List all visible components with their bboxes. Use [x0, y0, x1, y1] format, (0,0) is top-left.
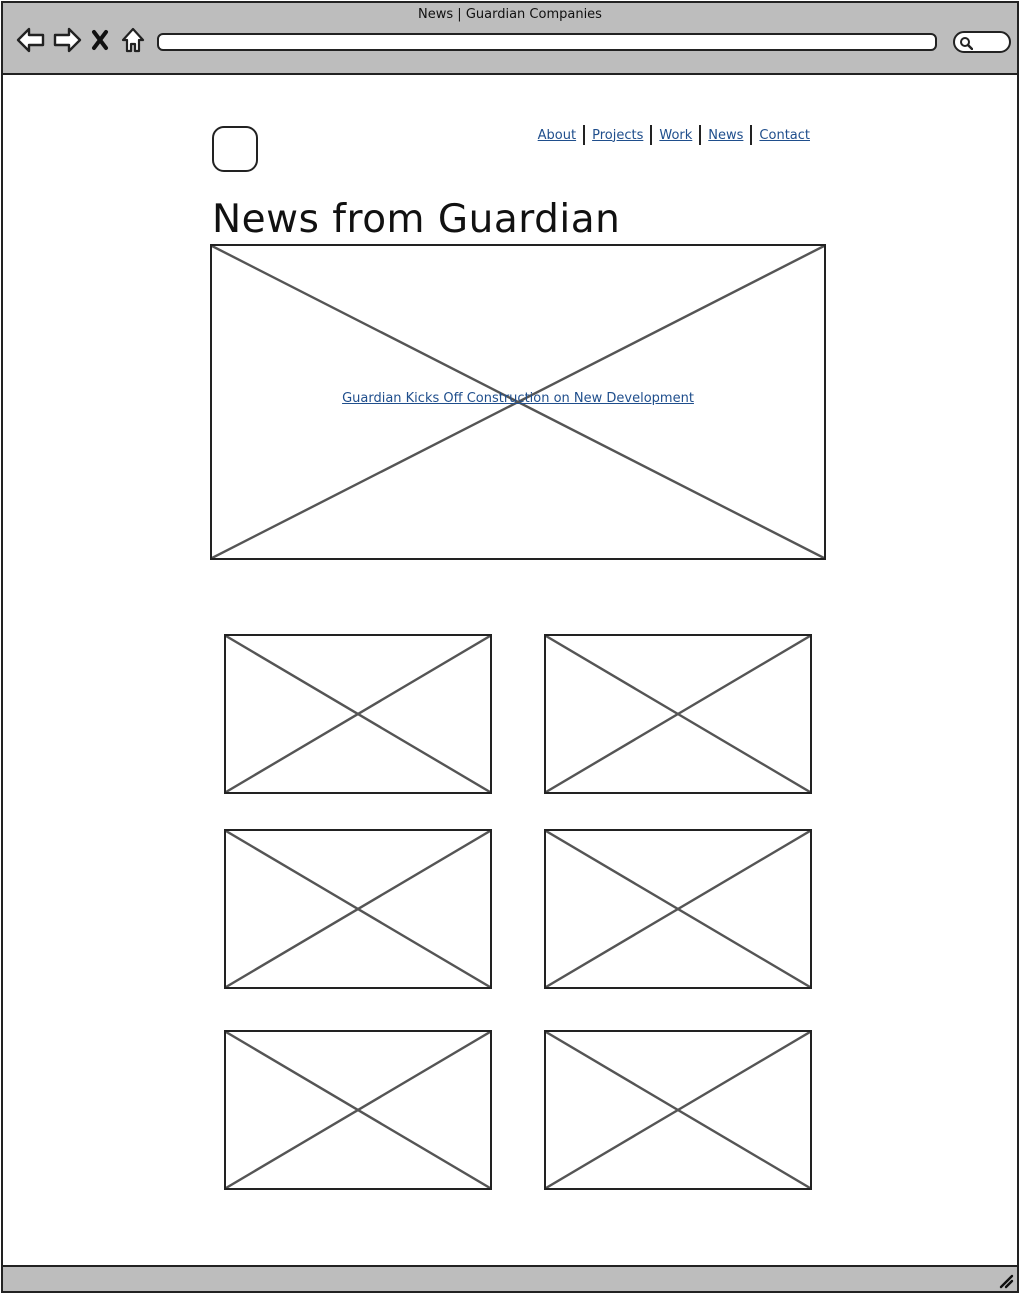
image-placeholder-icon	[546, 831, 810, 987]
image-placeholder-icon	[226, 1032, 490, 1188]
image-placeholder-icon	[546, 1032, 810, 1188]
site-logo[interactable]	[212, 126, 258, 172]
news-thumbnail[interactable]	[224, 829, 492, 989]
forward-icon	[53, 27, 82, 53]
nav-link-news[interactable]: News	[708, 127, 744, 143]
hero-image-placeholder: Guardian Kicks Off Construction on New D…	[210, 244, 826, 560]
browser-search-field[interactable]	[953, 31, 1011, 53]
nav-link-contact[interactable]: Contact	[759, 127, 810, 143]
home-icon	[121, 27, 145, 53]
home-button[interactable]	[117, 25, 149, 55]
hero-caption: Guardian Kicks Off Construction on New D…	[212, 391, 824, 406]
resize-grip-icon[interactable]	[998, 1273, 1014, 1289]
image-placeholder-icon	[212, 246, 824, 558]
news-thumbnail[interactable]	[224, 634, 492, 794]
main-navigation: About Projects Work News Contact	[531, 125, 817, 145]
hero-news-link[interactable]: Guardian Kicks Off Construction on New D…	[342, 391, 694, 406]
window-title: News | Guardian Companies	[418, 7, 602, 22]
nav-divider	[650, 125, 653, 145]
close-icon	[92, 30, 108, 50]
nav-link-work[interactable]: Work	[659, 127, 693, 143]
news-thumbnail[interactable]	[544, 634, 812, 794]
nav-link-projects[interactable]: Projects	[592, 127, 644, 143]
image-placeholder-icon	[226, 636, 490, 792]
nav-divider	[583, 125, 586, 145]
image-placeholder-icon	[546, 636, 810, 792]
back-button[interactable]	[15, 25, 47, 55]
stop-button[interactable]	[87, 25, 113, 55]
news-thumbnail[interactable]	[224, 1030, 492, 1190]
image-placeholder-icon	[226, 831, 490, 987]
page-title: News from Guardian	[212, 197, 621, 242]
news-thumbnail[interactable]	[544, 829, 812, 989]
browser-statusbar	[3, 1265, 1017, 1291]
nav-divider	[750, 125, 753, 145]
forward-button[interactable]	[51, 25, 83, 55]
nav-link-about[interactable]: About	[537, 127, 577, 143]
address-bar[interactable]	[157, 33, 937, 51]
search-icon	[960, 37, 973, 50]
back-icon	[16, 27, 45, 53]
news-thumbnail[interactable]	[544, 1030, 812, 1190]
browser-titlebar: News | Guardian Companies	[3, 3, 1017, 75]
nav-divider	[699, 125, 702, 145]
